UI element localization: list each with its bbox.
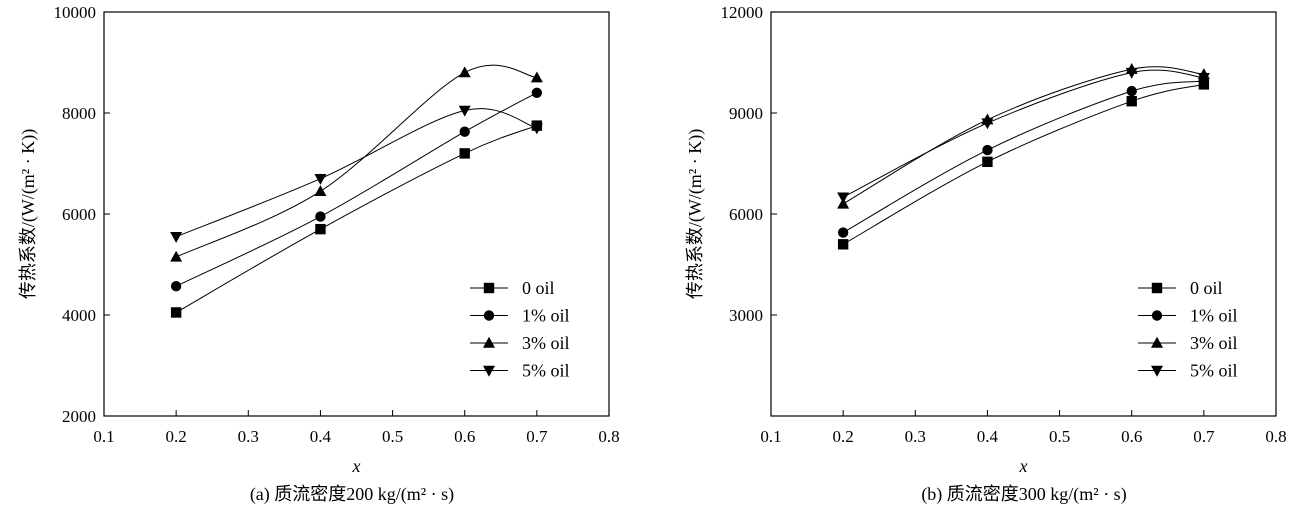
x-tick-label: 0.5 [1049, 427, 1070, 446]
data-point-triangle-down [170, 232, 183, 243]
series-line-circle [842, 80, 1204, 233]
data-point-triangle-up [170, 250, 183, 262]
data-point-square [170, 307, 182, 318]
legend-marker-circle [1151, 310, 1163, 321]
x-tick-label: 0.1 [760, 427, 781, 446]
data-point-circle [531, 87, 543, 99]
legend-marker-triangle-up [1151, 336, 1163, 348]
series-line-triangle-up [842, 66, 1204, 205]
series-line-triangle-down [175, 108, 537, 238]
data-point-square [837, 239, 849, 250]
chart-caption: (a) 质流密度200 kg/(m² · s) [250, 484, 454, 505]
y-tick-label: 3000 [729, 306, 763, 325]
data-point-triangle-up [458, 66, 471, 78]
x-tick-label: 0.4 [977, 427, 999, 446]
data-point-circle [1126, 85, 1137, 97]
data-point-circle [315, 211, 326, 222]
legend-label: 1% oil [522, 306, 570, 326]
x-tick-label: 0.5 [382, 427, 403, 446]
legend-label: 5% oil [1190, 361, 1238, 381]
x-axis-label: x [352, 456, 361, 476]
x-tick-label: 0.7 [1193, 427, 1215, 446]
data-point-square [1126, 96, 1137, 107]
data-point-triangle-down [837, 192, 850, 204]
data-point-triangle-down [314, 173, 327, 185]
legend-marker-square [483, 282, 495, 294]
y-tick-label: 8000 [62, 104, 96, 123]
x-axis-label: x [1019, 456, 1028, 476]
y-tick-label: 10000 [54, 3, 97, 22]
y-tick-label: 9000 [729, 104, 763, 123]
legend-label: 3% oil [1190, 333, 1238, 353]
data-point-triangle-down [458, 105, 471, 117]
chart-a: 0.1 0.2 0.3 0.4 0.5 0.6 0.7 0.8 2000 4000 6000 8000… [18, 3, 620, 505]
y-tick-label: 2000 [62, 407, 96, 426]
series-line-square [842, 83, 1204, 245]
y-axis-label: 传热系数/(W/(m² · K)) [685, 129, 706, 299]
y-tick-label: 4000 [62, 306, 96, 325]
x-tick-label: 0.6 [1121, 427, 1142, 446]
legend-marker-square [1151, 282, 1163, 294]
x-tick-label: 0.8 [598, 427, 619, 446]
y-tick-label: 6000 [729, 205, 763, 224]
legend-label: 5% oil [522, 361, 570, 381]
x-tick-label: 0.2 [833, 427, 854, 446]
chart-b: 0.1 0.2 0.3 0.4 0.5 0.6 0.7 0.8 3000 6000 9000 1200… [685, 3, 1287, 505]
plot-frame [103, 11, 610, 417]
x-tick-label: 0.4 [310, 427, 332, 446]
data-point-circle [459, 126, 470, 137]
legend-marker-circle [483, 310, 495, 321]
y-tick-label: 12000 [721, 3, 764, 22]
legend-marker-triangle-down [1151, 365, 1163, 377]
data-point-triangle-up [314, 185, 327, 196]
y-tick-label: 6000 [62, 205, 96, 224]
y-axis-label: 传热系数/(W/(m² · K)) [18, 129, 39, 299]
x-tick-label: 0.3 [905, 427, 926, 446]
x-tick-label: 0.8 [1265, 427, 1286, 446]
series-line-triangle-down [842, 69, 1204, 198]
legend-label: 3% oil [522, 333, 570, 353]
series-line-triangle-up [175, 64, 537, 258]
x-tick-label: 0.6 [454, 427, 475, 446]
legend-label: 0 oil [522, 278, 555, 298]
data-point-square [315, 223, 326, 235]
legend-marker-triangle-up [483, 336, 495, 348]
data-point-circle [837, 227, 849, 238]
data-point-triangle-down [1125, 67, 1138, 79]
legend-label: 0 oil [1190, 278, 1223, 298]
data-point-triangle-down [530, 123, 543, 135]
x-tick-label: 0.2 [166, 427, 187, 446]
data-point-circle [170, 281, 182, 292]
legend-label: 1% oil [1190, 306, 1238, 326]
plot-frame [770, 11, 1277, 417]
data-point-triangle-down [1197, 72, 1210, 84]
legend-marker-triangle-down [483, 365, 495, 377]
chart-caption: (b) 质流密度300 kg/(m² · s) [921, 484, 1126, 505]
data-point-square [459, 148, 470, 159]
series-line-circle [175, 92, 538, 287]
x-tick-label: 0.3 [238, 427, 259, 446]
data-point-triangle-down [981, 118, 994, 130]
data-point-triangle-up [530, 71, 543, 83]
data-point-circle [982, 144, 993, 156]
data-point-square [982, 156, 993, 168]
series-line-square [175, 125, 538, 313]
x-tick-label: 0.1 [93, 427, 114, 446]
x-tick-label: 0.7 [526, 427, 548, 446]
